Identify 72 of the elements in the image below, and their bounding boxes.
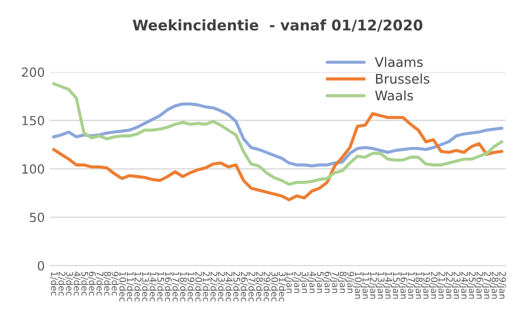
x-tick-label: 5/dec (80, 272, 88, 296)
x-tick-label: 5/jan (315, 272, 324, 293)
x-tick-label: 26/jan (474, 272, 484, 299)
x-tick-label: 7/dec (96, 272, 104, 296)
x-tick-label: 16/jan (398, 272, 408, 299)
x-tick-label: 20/jan (429, 272, 438, 299)
line-series (52, 82, 504, 186)
x-tick-label: 29/dec (262, 272, 271, 302)
x-tick-label: 29/jan (497, 272, 506, 299)
x-tick-label: 28/jan (490, 272, 499, 299)
x-tick-label: 27/dec (248, 272, 256, 302)
y-tick-label: 50 (30, 212, 44, 222)
x-tick-label: 9/dec (111, 272, 119, 296)
x-tick-label: 6/jan (322, 272, 332, 293)
y-tick-label: 150 (22, 116, 44, 126)
x-tick-label: 17/dec (172, 272, 180, 302)
x-tick-label: 23/dec (217, 272, 226, 302)
x-tick-label: 31/dec (278, 272, 286, 302)
legend-label: Vlaams (374, 56, 423, 68)
x-tick-label: 4/dec (73, 272, 81, 296)
x-tick-label: 11/dec (126, 272, 134, 302)
x-tick-label: 12/dec (134, 272, 142, 302)
x-tick-label: 14/dec (149, 272, 157, 302)
x-tick-label: 17/jan (406, 272, 416, 299)
x-tick-label: 21/jan (436, 272, 446, 299)
x-tick-label: 25/dec (232, 272, 240, 302)
x-tick-label: 1/dec (50, 272, 58, 296)
x-tick-label: 10/jan (353, 272, 362, 299)
x-tick-label: 26/dec (240, 272, 248, 302)
y-tick-label: 100 (22, 164, 44, 174)
x-tick-label: 16/dec (164, 272, 172, 302)
x-tick-label: 18/jan (414, 272, 423, 299)
x-tick-label: 14/jan (384, 272, 392, 299)
x-tick-label: 19/jan (422, 272, 430, 299)
x-tick-label: 3/dec (65, 272, 74, 296)
x-tick-label: 9/jan (346, 272, 354, 293)
line-series (52, 112, 504, 202)
x-tick-label: 11/jan (360, 272, 370, 299)
x-tick-label: 2/jan (292, 272, 302, 293)
x-tick-label: 15/jan (391, 272, 400, 299)
x-tick-label: 28/dec (255, 272, 264, 302)
x-tick-label: 21/dec (202, 272, 210, 302)
x-tick-label: 6/dec (88, 272, 96, 296)
line-series (52, 102, 504, 168)
x-tick-label: 20/dec (194, 272, 202, 302)
x-tick-label: 8/dec (103, 272, 112, 296)
x-tick-label: 8/jan (338, 272, 347, 293)
x-tick-label: 22/jan (444, 272, 454, 299)
x-tick-label: 24/jan (460, 272, 468, 299)
x-tick-label: 3/jan (300, 272, 309, 293)
x-tick-label: 27/jan (482, 272, 492, 299)
x-tick-label: 13/dec (141, 272, 150, 302)
y-tick-label: 200 (22, 68, 44, 77)
legend-label: Brussels (376, 74, 430, 84)
x-tick-label: 2/dec (58, 272, 66, 296)
x-tick-label: 15/dec (156, 272, 164, 302)
chart-title: Weekincidentie - vanaf 01/12/2020 (132, 19, 422, 32)
x-tick-label: 22/dec (210, 272, 218, 302)
x-tick-label: 13/jan (376, 272, 385, 299)
x-tick-label: 12/jan (368, 272, 378, 299)
x-tick-label: 7/jan (330, 272, 340, 293)
x-tick-label: 25/jan (467, 272, 476, 299)
x-tick-label: 19/dec (187, 272, 195, 302)
legend-label: Waals (375, 90, 413, 100)
x-tick-label: 4/jan (308, 272, 316, 293)
y-tick-label: 0 (38, 261, 44, 271)
x-tick-label: 10/dec (118, 272, 126, 302)
x-tick-label: 1/jan (284, 272, 294, 293)
x-tick-label: 18/dec (179, 272, 188, 302)
x-tick-label: 30/dec (270, 272, 278, 302)
x-tick-label: 24/dec (225, 272, 233, 302)
x-tick-label: 23/jan (452, 272, 461, 299)
